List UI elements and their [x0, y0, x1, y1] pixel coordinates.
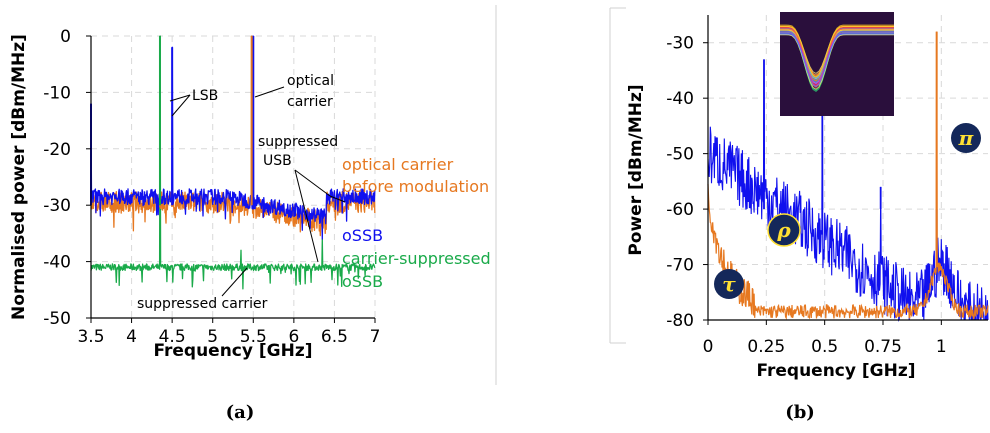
chart-a-y-tick-label: -10	[43, 83, 71, 103]
chart-a-y-tick-label: -40	[43, 253, 71, 273]
chart-b-y-tick-label: -40	[666, 89, 694, 109]
series-blue-spectrum	[707, 59, 989, 322]
chart-a-x-tick-label: 7	[370, 327, 381, 347]
caption-a: (a)	[226, 402, 255, 423]
legend-optical-carrier-1: optical carrier	[342, 155, 454, 174]
chart-b-x-label: Frequency [GHz]	[756, 361, 915, 381]
chart-a-x-tick-label: 5	[207, 327, 218, 347]
suppressed-usb-pointer-2	[294, 169, 331, 197]
chart-a-y-tick-label: -20	[43, 140, 71, 160]
chart-b-x-tick-label: 1	[936, 337, 947, 357]
chart-a-y-tick-label: 0	[60, 27, 71, 47]
optical-carrier-pointer	[254, 86, 285, 98]
chart-a-y-tick-label: -50	[43, 309, 71, 329]
chart-a-x-tick-label: 4.5	[159, 327, 186, 347]
chart-b-y-tick-label: -50	[666, 145, 694, 165]
eye-trace	[780, 33, 894, 88]
chart-a-x-tick-label: 4	[126, 327, 137, 347]
chart-a-x-tick-label: 3.5	[77, 327, 104, 347]
chart-b: 0 0.25 0.5 0.75 1 -30 -40 -50 -60 -70 -80 Frequen…	[626, 12, 989, 381]
chart-a-y-label: Normalised power [dBm/MHz]	[9, 34, 29, 320]
chart-b-series	[707, 31, 989, 322]
chart-b-y-label: Power [dBm/MHz]	[626, 84, 646, 255]
badge-pi: π	[951, 123, 981, 153]
suppressed-carrier-label: suppressed carrier	[137, 296, 268, 312]
badge-rho-text: ρ	[776, 218, 791, 242]
lsb-pointer-2	[171, 94, 191, 117]
chart-a-x-ticks: 3.5 4 4.5 5 5.5 6 6.5 7	[77, 318, 380, 347]
chart-b-y-tick-label: -70	[666, 256, 694, 276]
chart-a-x-tick-label: 6	[288, 327, 299, 347]
suppressed-usb-label-2: USB	[263, 153, 292, 169]
eye-trace	[780, 28, 894, 76]
chart-b-y-tick-label: -30	[666, 34, 694, 54]
legend-optical-carrier-2: before modulation	[342, 177, 489, 196]
suppressed-usb-pointer-3	[329, 195, 346, 203]
lsb-label: LSB	[192, 88, 218, 104]
chart-b-y-ticks: -30 -40 -50 -60 -70 -80	[666, 34, 708, 331]
suppressed-usb-label-1: suppressed	[258, 134, 338, 150]
eye-trace	[780, 32, 894, 84]
caption-b: (b)	[785, 402, 815, 423]
chart-a-y-ticks: 0 -10 -20 -30 -40 -50	[43, 27, 91, 329]
badge-rho-circle	[767, 213, 801, 247]
suppressed-usb-pointer-1	[294, 169, 319, 263]
badge-tau-circle	[714, 269, 744, 299]
badge-tau-text: τ	[722, 272, 736, 296]
optical-carrier-label-1: optical	[287, 73, 334, 89]
legend-ossb: oSSB	[342, 226, 383, 245]
chart-a-x-tick-label: 5.5	[240, 327, 267, 347]
lsb-pointer-1	[169, 94, 191, 102]
chart-a-x-tick-label: 6.5	[321, 327, 348, 347]
eye-diagram-inset	[780, 12, 894, 116]
chart-b-x-tick-label: 0.25	[747, 337, 785, 357]
optical-carrier-label-2: carrier	[287, 94, 333, 110]
eye-diagram-traces	[780, 24, 894, 93]
chart-b-x-ticks: 0 0.25 0.5 0.75 1	[703, 320, 947, 357]
series-carrier-suppressed-ossb	[90, 35, 376, 290]
chart-a: 3.5 4 4.5 5 5.5 6 6.5 7 0 -10 -20 -30 -40 -50 Freque…	[9, 27, 491, 361]
legend-carrier-suppressed-2: oSSB	[342, 272, 383, 291]
chart-a-annotations: LSB optical carrier suppressed USB suppr…	[137, 73, 491, 312]
chart-b-y-tick-label: -60	[666, 200, 694, 220]
badge-pi-circle	[951, 123, 981, 153]
chart-b-x-tick-label: 0.75	[864, 337, 902, 357]
chart-b-y-tick-label: -80	[666, 311, 694, 331]
chart-b-x-tick-label: 0.5	[811, 337, 838, 357]
chart-a-y-tick-label: -30	[43, 196, 71, 216]
series-ossb	[90, 35, 376, 240]
series-orange-spectrum	[707, 31, 989, 320]
chart-b-x-tick-label: 0	[703, 337, 714, 357]
badge-rho: ρ	[767, 213, 801, 247]
chart-a-x-label: Frequency [GHz]	[153, 341, 312, 361]
badge-pi-text: π	[958, 126, 974, 150]
badge-tau: τ	[714, 269, 744, 299]
suppressed-carrier-pointer	[221, 267, 248, 297]
legend-carrier-suppressed-1: carrier-suppressed	[342, 249, 491, 268]
eye-trace	[780, 24, 894, 78]
